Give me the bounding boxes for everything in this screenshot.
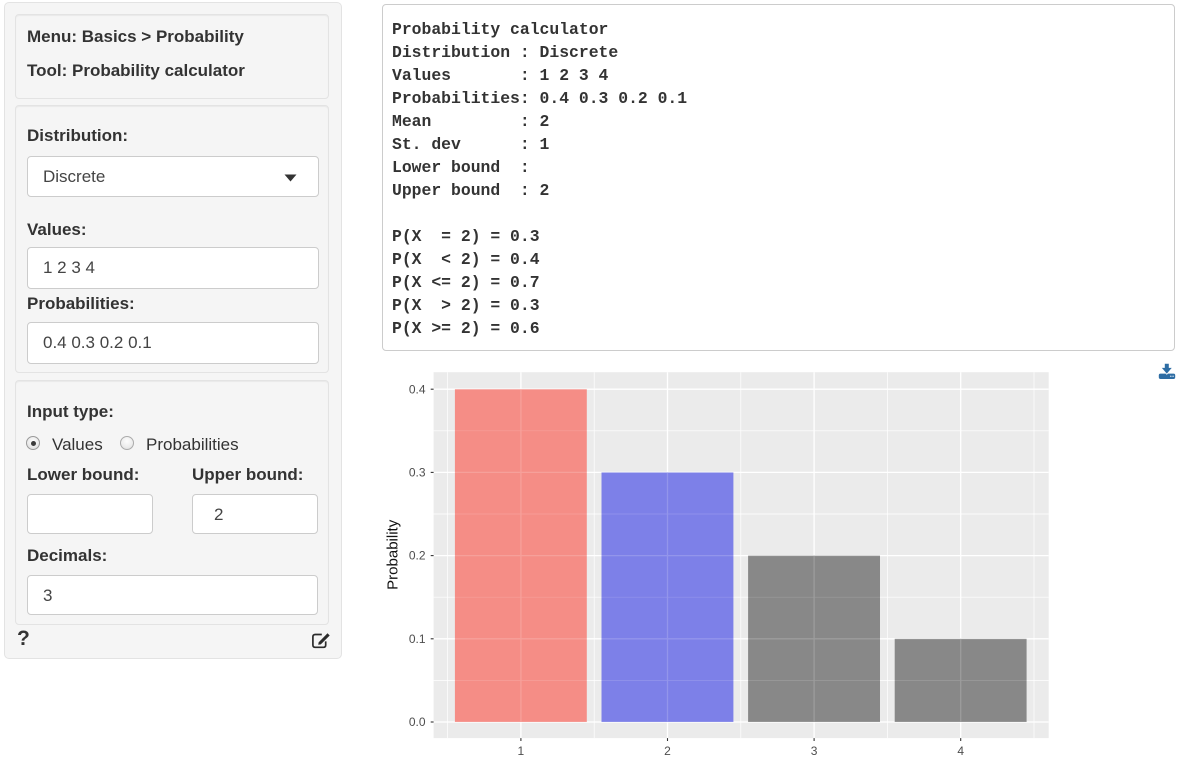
svg-text:1: 1 [518,744,525,758]
svg-text:Probability: Probability [385,519,402,590]
svg-text:0.0: 0.0 [409,715,426,729]
svg-text:0.1: 0.1 [409,632,426,646]
svg-text:0.2: 0.2 [409,549,426,563]
svg-text:4: 4 [957,744,964,758]
svg-text:0.3: 0.3 [409,466,426,480]
svg-text:2: 2 [664,744,671,758]
svg-text:0.4: 0.4 [409,382,426,396]
svg-text:3: 3 [811,744,818,758]
